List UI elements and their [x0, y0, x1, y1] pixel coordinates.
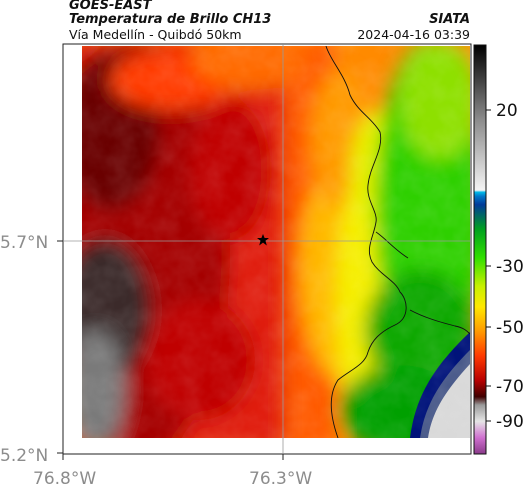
area-subtitle: Vía Medellín - Quibdó 50km [69, 27, 242, 42]
lat-tick-label: 5.2°N [0, 446, 48, 466]
border-lines [325, 46, 470, 438]
colorbar-tick-label: 20 [496, 101, 518, 121]
colorbar [473, 44, 487, 455]
colorbar-tick-label: -70 [496, 377, 524, 397]
product-title: Temperatura de Brillo CH13 [69, 12, 272, 27]
lon-tick-label: 76.3°W [249, 469, 312, 489]
timestamp-label: 2024-04-16 03:39 [357, 27, 470, 42]
colorbar-tick-label: -50 [496, 318, 524, 338]
lon-tick-label: 76.8°W [33, 469, 96, 489]
satellite-title: GOES-EAST [69, 0, 152, 13]
axis-ticks [57, 240, 284, 460]
colorbar-tick-label: -30 [496, 257, 524, 277]
lat-tick-label: 5.7°N [0, 233, 48, 253]
brand-label: SIATA [429, 12, 470, 27]
graticule [64, 45, 470, 453]
brightness-temperature-field [82, 46, 470, 438]
location-star-marker [257, 234, 269, 246]
colorbar-tick-label: -90 [496, 412, 524, 432]
colorbar-ticks [486, 109, 491, 422]
